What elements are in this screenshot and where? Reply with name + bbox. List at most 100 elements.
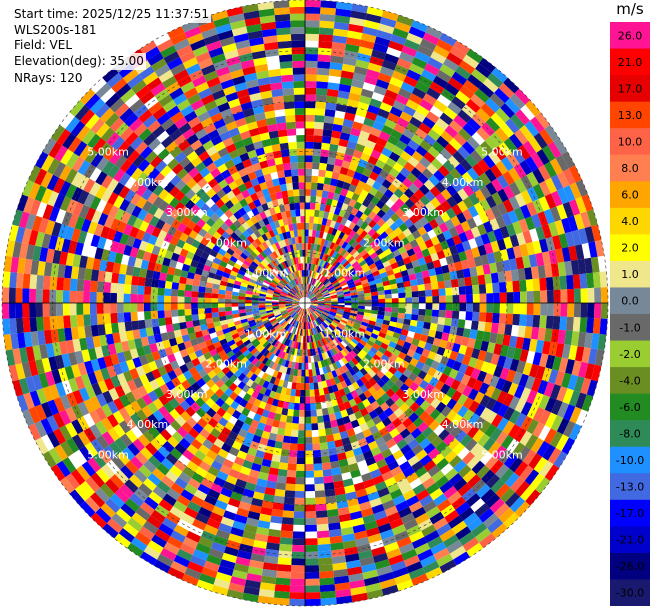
ppi-gate xyxy=(191,303,198,309)
ppi-gate xyxy=(120,465,134,480)
ppi-gate xyxy=(200,346,210,355)
ppi-gate xyxy=(333,318,341,323)
ppi-gate xyxy=(387,512,401,523)
ppi-gate xyxy=(366,273,374,280)
ppi-gate xyxy=(340,526,354,536)
ppi-gate xyxy=(498,449,512,464)
ppi-gate xyxy=(167,330,176,340)
ppi-gate xyxy=(515,336,525,350)
ppi-gate xyxy=(267,254,274,262)
ppi-gate xyxy=(578,361,589,378)
ppi-gate xyxy=(245,378,254,388)
ppi-gate xyxy=(432,296,440,303)
ppi-gate xyxy=(530,473,545,490)
ppi-gate xyxy=(211,298,219,303)
ppi-gate xyxy=(147,335,156,345)
ppi-gate xyxy=(524,120,540,137)
ppi-gate xyxy=(348,332,356,339)
ppi-gate xyxy=(8,224,19,242)
ppi-gate xyxy=(289,592,305,600)
ppi-gate xyxy=(267,313,275,318)
ppi-gate xyxy=(237,330,246,337)
ppi-gate xyxy=(245,218,254,228)
ppi-gate xyxy=(211,10,229,22)
ppi-gate xyxy=(144,319,153,329)
ppi-gate xyxy=(272,307,280,310)
ppi-gate xyxy=(325,400,333,408)
ppi-gate xyxy=(329,392,337,401)
ppi-gate xyxy=(330,308,338,312)
ppi-gate xyxy=(257,235,265,244)
ppi-gate xyxy=(423,373,433,384)
ppi-gate xyxy=(35,303,43,318)
ppi-gate xyxy=(335,353,342,361)
ppi-gate xyxy=(316,523,329,532)
ppi-gate xyxy=(44,219,56,236)
ppi-gate xyxy=(459,531,476,546)
ppi-gate xyxy=(300,308,304,316)
ppi-gate xyxy=(485,474,501,489)
ppi-gate xyxy=(431,436,443,448)
ppi-gate xyxy=(56,277,65,291)
ppi-gate xyxy=(47,431,61,448)
ppi-gate xyxy=(489,375,500,388)
ppi-gate xyxy=(198,150,210,162)
ppi-gate xyxy=(109,117,125,132)
ppi-gate xyxy=(250,553,265,563)
ppi-gate xyxy=(299,396,305,404)
ppi-gate xyxy=(346,321,354,328)
ppi-gate xyxy=(408,567,426,580)
ppi-gate xyxy=(445,295,453,303)
ppi-gate xyxy=(562,388,574,405)
ppi-gate xyxy=(261,357,269,365)
ppi-gate xyxy=(474,403,486,417)
ppi-gate xyxy=(267,314,275,320)
ppi-gate xyxy=(274,488,286,497)
ppi-gate xyxy=(90,118,105,134)
ppi-gate xyxy=(311,423,319,431)
ppi-gate xyxy=(271,398,279,407)
ppi-gate xyxy=(456,417,469,430)
ppi-gate xyxy=(444,279,452,289)
ppi-gate xyxy=(346,334,354,341)
ppi-gate xyxy=(284,490,296,498)
ppi-gate xyxy=(313,341,317,349)
ppi-gate xyxy=(340,258,348,266)
ppi-gate xyxy=(409,214,420,225)
ppi-gate xyxy=(475,265,485,276)
ppi-gate xyxy=(319,162,328,171)
ppi-gate xyxy=(310,335,314,343)
ppi-gate xyxy=(324,280,331,287)
ppi-gate xyxy=(352,347,360,355)
ppi-gate xyxy=(139,374,150,386)
ppi-gate xyxy=(550,263,560,277)
ppi-gate xyxy=(473,176,486,190)
ppi-gate xyxy=(252,312,261,317)
ppi-gate xyxy=(284,394,291,403)
ppi-gate xyxy=(167,242,177,253)
ppi-gate xyxy=(180,270,189,278)
ppi-gate xyxy=(259,293,267,297)
ppi-gate xyxy=(345,449,355,459)
ppi-gate xyxy=(266,382,274,391)
ppi-gate xyxy=(300,376,305,384)
ppi-gate xyxy=(459,60,476,75)
ppi-gate xyxy=(179,437,191,450)
ppi-gate xyxy=(256,70,270,80)
ppi-gate xyxy=(241,174,251,184)
ppi-gate xyxy=(235,117,247,128)
ppi-gate xyxy=(415,449,428,461)
ppi-gate xyxy=(102,523,119,539)
ppi-gate xyxy=(15,287,23,303)
ppi-gate xyxy=(372,391,381,401)
ppi-gate xyxy=(35,359,45,375)
ppi-gate xyxy=(277,170,286,179)
ppi-gate xyxy=(370,446,382,457)
ppi-gate xyxy=(15,317,24,334)
ppi-gate xyxy=(179,542,196,556)
ppi-gate xyxy=(434,215,445,226)
ppi-gate xyxy=(345,324,353,330)
ppi-gate xyxy=(404,218,414,229)
ppi-gate xyxy=(357,158,368,168)
ppi-gate xyxy=(185,210,196,221)
